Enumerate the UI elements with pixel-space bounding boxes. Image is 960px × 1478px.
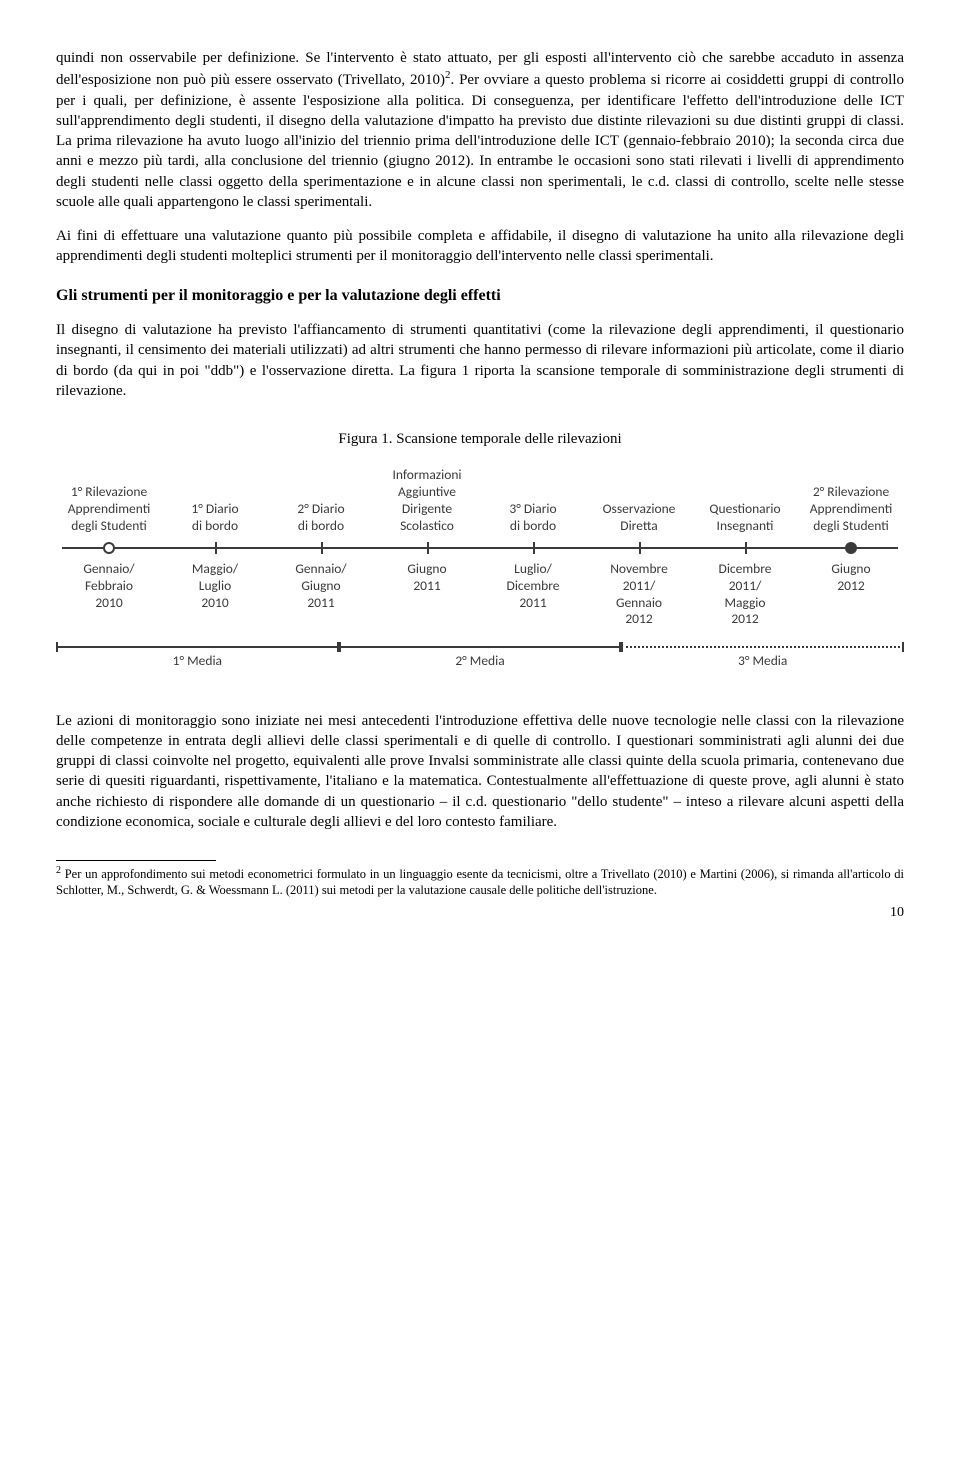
timeline-tick <box>533 542 535 554</box>
timeline-events-row: 1° RilevazioneApprendimentidegli Student… <box>56 467 904 535</box>
timeline-schoolyears: 1° Media2° Media3° Media <box>56 646 904 670</box>
timeline-date: Dicembre2011/Maggio2012 <box>692 561 798 629</box>
timeline-dates-row: Gennaio/Febbraio2010Maggio/Luglio2010Gen… <box>56 561 904 629</box>
body-paragraph-1: quindi non osservabile per definizione. … <box>56 48 904 212</box>
timeline-event: OsservazioneDiretta <box>586 501 692 535</box>
timeline-tick <box>215 542 217 554</box>
timeline-event: 2° RilevazioneApprendimentidegli Student… <box>798 484 904 535</box>
timeline-start-dot <box>103 542 115 554</box>
p1-tail: . Per ovviare a questo problema si ricor… <box>56 72 904 210</box>
timeline-date: Luglio/Dicembre2011 <box>480 561 586 629</box>
timeline-date: Novembre2011/Gennaio2012 <box>586 561 692 629</box>
timeline-date: Gennaio/Febbraio2010 <box>56 561 162 629</box>
timeline-tick <box>745 542 747 554</box>
footnote-separator <box>56 860 216 861</box>
timeline-event: QuestionarioInsegnanti <box>692 501 798 535</box>
page-number: 10 <box>56 904 904 923</box>
timeline-event: 1° RilevazioneApprendimentidegli Student… <box>56 484 162 535</box>
timeline-event: 2° Diariodi bordo <box>268 501 374 535</box>
footnote-2: 2 Per un approfondimento sui metodi econ… <box>56 865 904 898</box>
timeline-event: 1° Diariodi bordo <box>162 501 268 535</box>
timeline-date: Gennaio/Giugno2011 <box>268 561 374 629</box>
timeline-date: Giugno2012 <box>798 561 904 629</box>
figure-1-caption: Figura 1. Scansione temporale delle rile… <box>56 429 904 449</box>
footnote-text: Per un approfondimento sui metodi econom… <box>56 867 904 897</box>
timeline-tick <box>321 542 323 554</box>
section-heading-strumenti: Gli strumenti per il monitoraggio e per … <box>56 285 904 307</box>
timeline-tick <box>427 542 429 554</box>
timeline-date: Maggio/Luglio2010 <box>162 561 268 629</box>
timeline-event: 3° Diariodi bordo <box>480 501 586 535</box>
timeline-end-dot <box>845 542 857 554</box>
body-paragraph-2: Ai fini di effettuare una valutazione qu… <box>56 226 904 267</box>
timeline-schoolyear: 1° Media <box>56 646 339 670</box>
timeline-date: Giugno2011 <box>374 561 480 629</box>
timeline-axis <box>56 539 904 557</box>
timeline-schoolyear: 3° Media <box>621 646 904 670</box>
timeline-tick <box>639 542 641 554</box>
body-paragraph-4: Le azioni di monitoraggio sono iniziate … <box>56 711 904 833</box>
figure-1-timeline: 1° RilevazioneApprendimentidegli Student… <box>56 467 904 670</box>
timeline-schoolyear: 2° Media <box>339 646 622 670</box>
body-paragraph-3: Il disegno di valutazione ha previsto l'… <box>56 320 904 401</box>
timeline-axis-line <box>62 547 898 549</box>
timeline-event: InformazioniAggiuntiveDirigenteScolastic… <box>374 467 480 535</box>
